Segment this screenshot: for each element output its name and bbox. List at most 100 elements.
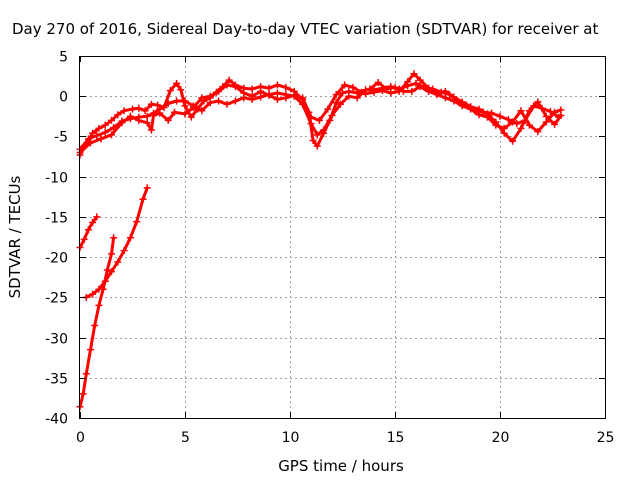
y-tick-label: -30 bbox=[45, 332, 68, 348]
data-point bbox=[555, 113, 563, 121]
data-point bbox=[492, 121, 500, 129]
data-point bbox=[95, 285, 103, 293]
plot-frame bbox=[79, 56, 606, 419]
data-point bbox=[467, 105, 475, 113]
data-point bbox=[290, 91, 298, 99]
data-point bbox=[79, 390, 87, 398]
data-point bbox=[198, 107, 206, 115]
data-point bbox=[383, 85, 391, 93]
data-point bbox=[171, 108, 178, 116]
data-point bbox=[374, 79, 382, 87]
data-point bbox=[546, 108, 554, 116]
chart-title: Day 270 of 2016, Sidereal Day-to-day VTE… bbox=[12, 20, 598, 38]
x-tick-label: 25 bbox=[597, 430, 615, 446]
data-point bbox=[231, 97, 239, 105]
data-point bbox=[534, 98, 542, 106]
data-point bbox=[273, 89, 281, 97]
y-axis-label: SDTVAR / TECUs bbox=[6, 175, 24, 298]
data-point bbox=[87, 346, 94, 354]
data-point bbox=[108, 116, 115, 124]
data-point bbox=[299, 94, 307, 102]
data-point bbox=[273, 81, 281, 89]
data-point bbox=[135, 104, 143, 112]
data-point bbox=[282, 94, 290, 102]
data-point bbox=[551, 108, 559, 116]
data-series-3 bbox=[76, 79, 565, 157]
data-point bbox=[225, 76, 233, 84]
data-point bbox=[509, 118, 517, 126]
x-tick-label: 5 bbox=[181, 430, 190, 446]
data-point bbox=[307, 120, 315, 128]
data-point bbox=[91, 321, 99, 329]
data-point bbox=[391, 83, 399, 91]
data-point bbox=[504, 116, 512, 124]
data-point bbox=[425, 87, 433, 95]
y-tick-label: -25 bbox=[45, 291, 68, 307]
data-point bbox=[542, 118, 550, 126]
data-point bbox=[517, 107, 525, 115]
data-series-5 bbox=[76, 234, 118, 411]
data-point bbox=[215, 87, 223, 95]
x-tick-label: 15 bbox=[387, 430, 405, 446]
data-point bbox=[538, 104, 546, 112]
data-point bbox=[530, 102, 538, 110]
data-point bbox=[429, 85, 437, 93]
data-point bbox=[84, 226, 92, 234]
data-point bbox=[387, 89, 395, 97]
data-point bbox=[206, 92, 214, 100]
data-point bbox=[93, 132, 101, 140]
data-point bbox=[177, 86, 185, 94]
data-point bbox=[416, 76, 424, 84]
data-point bbox=[103, 266, 111, 274]
data-point bbox=[517, 124, 525, 132]
data-point bbox=[557, 106, 565, 114]
data-point bbox=[313, 142, 321, 150]
data-point bbox=[133, 218, 141, 226]
y-tick-label: 0 bbox=[59, 90, 68, 106]
data-point bbox=[231, 83, 239, 91]
data-point bbox=[399, 87, 407, 95]
data-point bbox=[143, 184, 151, 192]
x-tick-label: 0 bbox=[76, 430, 85, 446]
data-point bbox=[118, 119, 126, 127]
data-point bbox=[110, 234, 118, 242]
data-point bbox=[412, 79, 420, 87]
data-point bbox=[353, 94, 361, 102]
data-point bbox=[332, 91, 340, 99]
data-point bbox=[154, 101, 162, 109]
data-point bbox=[93, 213, 101, 221]
data-point bbox=[126, 234, 134, 242]
data-point bbox=[332, 99, 340, 107]
data-point bbox=[173, 79, 181, 87]
data-point bbox=[307, 113, 315, 121]
data-point bbox=[309, 136, 317, 144]
data-point bbox=[408, 87, 416, 95]
data-point bbox=[404, 82, 412, 90]
data-point bbox=[223, 81, 231, 89]
data-point bbox=[324, 105, 332, 113]
data-point bbox=[475, 111, 483, 119]
data-point bbox=[410, 70, 418, 78]
data-point bbox=[534, 128, 542, 136]
data-point bbox=[156, 109, 164, 117]
data-point bbox=[336, 100, 344, 108]
data-point bbox=[265, 91, 273, 99]
data-point bbox=[173, 97, 181, 105]
data-point bbox=[509, 137, 517, 145]
series-line bbox=[84, 186, 149, 299]
data-point bbox=[206, 99, 214, 107]
x-tick-label: 20 bbox=[492, 430, 510, 446]
data-point bbox=[366, 85, 374, 93]
data-point bbox=[551, 120, 559, 128]
y-tick-label: -10 bbox=[45, 171, 68, 187]
x-tick-label: 10 bbox=[282, 430, 300, 446]
data-point bbox=[89, 219, 97, 227]
data-point bbox=[273, 95, 281, 103]
data-point bbox=[108, 250, 115, 258]
data-point bbox=[320, 126, 328, 134]
data-point bbox=[95, 301, 103, 309]
data-point bbox=[143, 112, 151, 120]
data-point bbox=[315, 116, 323, 124]
data-point bbox=[525, 121, 533, 129]
y-tick-label: -5 bbox=[54, 130, 68, 146]
